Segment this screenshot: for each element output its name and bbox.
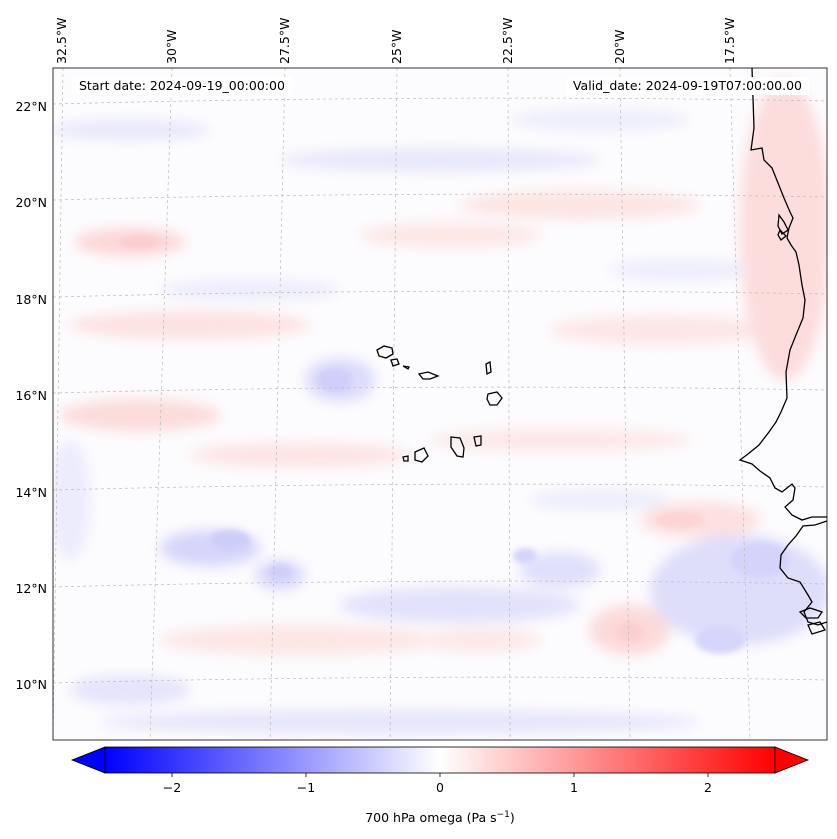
colorbar-body	[104, 746, 776, 774]
lon-label: 17.5°W	[722, 18, 737, 64]
coastlines	[376, 68, 827, 635]
gridlines	[53, 68, 827, 740]
colorbar-tick-label: 2	[704, 780, 712, 795]
lat-label: 22°N	[15, 99, 47, 114]
island-santo-antao	[376, 345, 394, 359]
lon-label: 27.5°W	[277, 18, 292, 64]
colorbar: −2 −1 0 1 2 700 hPa omega (Pa s−1)	[70, 746, 810, 825]
lon-label: 30°W	[164, 29, 179, 64]
lat-label: 20°N	[15, 195, 47, 210]
lon-label: 25°W	[389, 29, 404, 64]
colorbar-extend-max	[774, 746, 810, 774]
colorbar-tick-label: −2	[163, 780, 181, 795]
lat-label: 16°N	[15, 388, 47, 403]
longitude-labels: 32.5°W 30°W 27.5°W 25°W 22.5°W 20°W 17.5…	[54, 18, 737, 64]
colorbar-tick-label: 1	[570, 780, 578, 795]
africa-coastline	[738, 68, 827, 626]
latitude-labels: 22°N 20°N 18°N 16°N 14°N 12°N 10°N	[15, 99, 47, 692]
lat-label: 18°N	[15, 292, 47, 307]
lat-label: 10°N	[15, 677, 47, 692]
colorbar-tick-label: −1	[297, 780, 315, 795]
lat-label: 12°N	[15, 581, 47, 596]
colorbar-label: 700 hPa omega (Pa s−1)	[365, 810, 515, 825]
omega-field	[53, 68, 827, 740]
valid-date-label: Valid_date: 2024-09-19T07:00:00.00	[565, 77, 809, 95]
colorbar-tick-label: 0	[436, 780, 444, 795]
lat-label: 14°N	[15, 485, 47, 500]
lon-label: 22.5°W	[500, 18, 515, 64]
lon-label: 32.5°W	[54, 18, 69, 64]
lon-label: 20°W	[612, 29, 627, 64]
start-date-label: Start date: 2024-09-19_00:00:00	[72, 77, 292, 95]
map-frame	[52, 67, 828, 741]
colorbar-extend-min	[70, 746, 106, 774]
